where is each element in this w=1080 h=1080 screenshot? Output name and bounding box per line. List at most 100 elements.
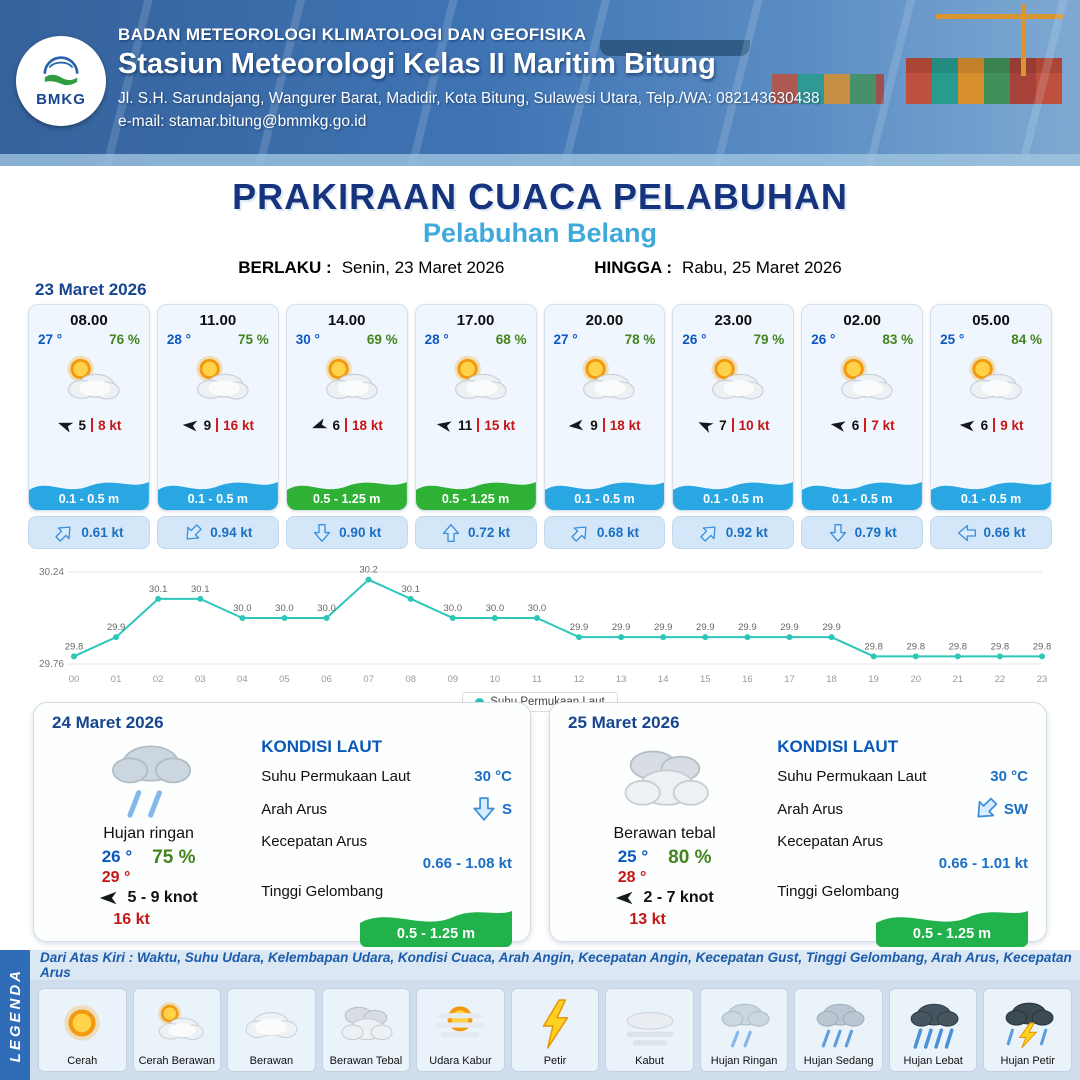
current-direction-icon	[441, 523, 461, 543]
svg-text:20: 20	[910, 674, 921, 685]
bmkg-globe-icon	[43, 56, 79, 86]
current-speed: 0.61 kt	[81, 525, 124, 540]
air-temperature: 27 °	[38, 332, 63, 347]
org-name: BADAN METEOROLOGI KLIMATOLOGI DAN GEOFIS…	[118, 25, 587, 44]
wave-shape	[157, 482, 278, 510]
temp-min: 25 °	[617, 847, 649, 866]
wave-height-band: 0.5 - 1.25 m	[415, 474, 536, 510]
forecast-card-main: 11.00 28 ° 75 % 9 16 kt	[156, 304, 279, 511]
forecast-date: 23 Maret 2026	[35, 280, 147, 299]
current-speed: 0.68 kt	[596, 525, 639, 540]
svg-text:17: 17	[784, 674, 795, 685]
wave-shape	[931, 482, 1051, 510]
forecast-card-main: 23.00 26 ° 79 % 7 10 kt	[672, 304, 795, 511]
weather-condition: Berawan tebal	[613, 825, 716, 842]
wind-row: 9 16 kt	[158, 412, 278, 438]
legend-item-label: Berawan Tebal	[329, 1055, 403, 1067]
current-direction-icon	[967, 791, 1004, 828]
crane-shape	[1021, 4, 1026, 76]
wave-height-value: 0.1 - 0.5 m	[187, 492, 249, 506]
wind-speed: 7	[719, 417, 727, 433]
wind-speed: 9	[590, 417, 598, 433]
window-mullions	[0, 0, 1080, 166]
wave-height-band: 0.1 - 0.5 m	[544, 474, 665, 510]
container-stack	[772, 74, 884, 104]
wave-height-band: 0.1 - 0.5 m	[802, 474, 923, 510]
wave-height-value: 0.1 - 0.5 m	[960, 492, 1022, 506]
svg-text:30.2: 30.2	[359, 565, 378, 576]
legend-item-label: Berawan	[249, 1055, 294, 1067]
air-temperature: 26 °	[811, 332, 836, 347]
wave-height-value: 0.5 - 1.25 m	[441, 492, 510, 506]
temp-humidity-row: 30 ° 69 %	[287, 329, 407, 347]
wind-direction-icon	[958, 416, 976, 434]
wave-height-band: 0.1 - 0.5 m	[673, 474, 794, 510]
svg-text:23: 23	[1037, 674, 1048, 685]
forecast-card-main: 08.00 27 ° 76 % 5 8 kt	[28, 304, 150, 511]
forecast-time: 08.00	[70, 312, 108, 329]
wave-height-value: 0.5 - 1.25 m	[912, 926, 992, 942]
legend-weather-icon	[41, 992, 124, 1055]
current-direction-value: S	[501, 800, 512, 818]
wave-shape	[359, 911, 512, 947]
humidity: 76 %	[109, 332, 140, 347]
temp-humidity-row: 27 ° 76 %	[29, 329, 149, 347]
legend-weather-icon	[325, 992, 408, 1055]
ship-shape	[600, 40, 750, 56]
legend-weather-icon	[797, 992, 880, 1055]
wind-direction-icon	[615, 888, 635, 908]
wind-row: 5 - 9 knot	[99, 888, 198, 908]
humidity: 69 %	[366, 332, 398, 347]
legend-item-label: Petir	[543, 1055, 567, 1067]
current-speed-label: Kecepatan Arus	[261, 833, 368, 850]
humidity: 80 %	[668, 847, 712, 868]
legend-sidebar: LEGENDA	[0, 950, 30, 1080]
wave-height-value: 0.1 - 0.5 m	[703, 492, 764, 506]
svg-text:08: 08	[405, 674, 416, 685]
wind-range: 5 - 9 knot	[127, 889, 198, 906]
legend-item-label: Hujan Ringan	[710, 1055, 778, 1067]
svg-text:06: 06	[321, 674, 332, 685]
legend-weather-icon	[986, 992, 1069, 1055]
wave-height-band: 0.1 - 0.5 m	[931, 474, 1051, 510]
svg-text:30.1: 30.1	[149, 584, 168, 595]
wave-shape	[875, 911, 1028, 947]
divider	[477, 418, 480, 432]
svg-text:19: 19	[868, 674, 879, 685]
humidity: 75 %	[237, 332, 269, 347]
forecast-time: 11.00	[199, 312, 237, 329]
valid-from-label: BERLAKU :	[238, 258, 332, 277]
svg-text:30.1: 30.1	[191, 584, 210, 595]
forecast-card: 17.00 28 ° 68 % 11 15 kt	[414, 304, 537, 549]
forecast-card: 11.00 28 ° 75 % 9 16 kt	[156, 304, 279, 549]
wind-gust: 8 kt	[98, 417, 122, 433]
legend-item: Cerah Berawan	[132, 988, 222, 1072]
svg-text:29.9: 29.9	[822, 622, 841, 633]
svg-text:30.24: 30.24	[39, 567, 64, 578]
wind-speed: 6	[980, 417, 989, 433]
forecast-card: 05.00 25 ° 84 % 6 9 kt	[930, 304, 1052, 549]
legend-item: Berawan	[227, 988, 316, 1072]
wind-direction-icon	[99, 888, 119, 908]
wave-shape	[286, 482, 407, 510]
temp-humidity-row: 26 ° 79 %	[673, 329, 793, 347]
day-date: 24 Maret 2026	[52, 713, 164, 732]
header-text: BADAN METEOROLOGI KLIMATOLOGI DAN GEOFIS…	[118, 25, 1072, 131]
wind-row: 6 18 kt	[287, 412, 407, 438]
wave-shape	[802, 482, 923, 510]
legend-weather-icon	[514, 992, 597, 1055]
current-speed: 0.90 kt	[339, 525, 382, 540]
weather-icon	[802, 350, 922, 412]
svg-text:29.8: 29.8	[864, 641, 883, 652]
forecast-time: 14.00	[327, 312, 366, 329]
svg-text:29.76: 29.76	[39, 659, 64, 670]
air-temperature: 30 °	[295, 332, 320, 347]
air-temperature: 25 °	[940, 332, 965, 347]
multi-day-forecast: 24 Maret 2026 Hujan ringan 26 ° 29 ° 75 …	[33, 702, 1047, 947]
wind-gust: 9 kt	[1000, 417, 1024, 433]
current-direction-icon	[179, 518, 207, 546]
wave-height-value: 0.5 - 1.25 m	[396, 926, 476, 942]
forecast-time: 20.00	[585, 312, 624, 329]
sea-conditions-heading: KONDISI LAUT	[777, 737, 899, 756]
